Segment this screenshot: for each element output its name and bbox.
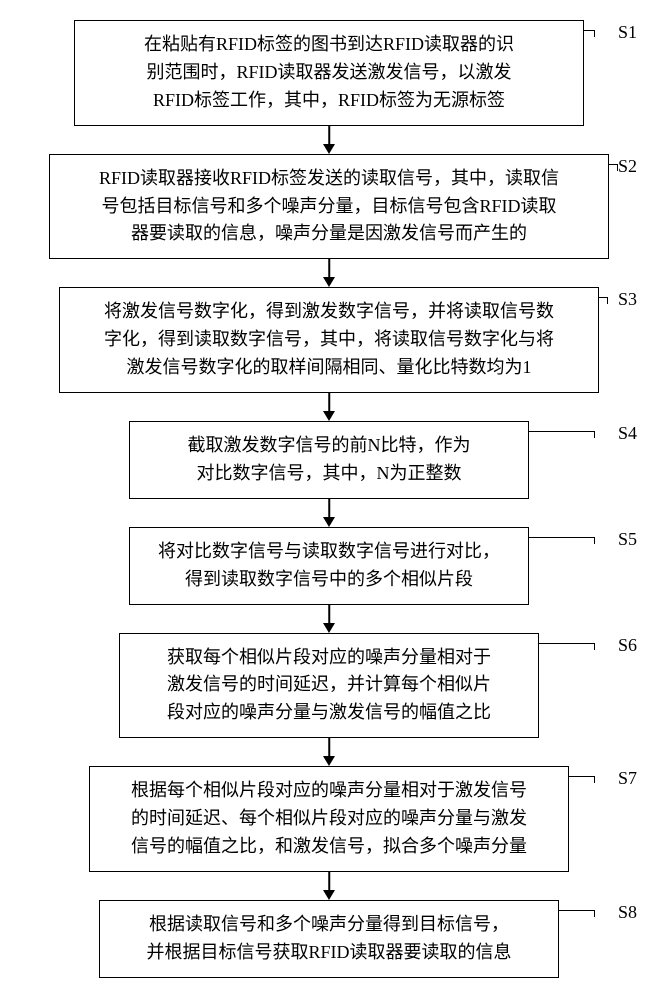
flow-step-line: 别范围时，RFID读取器发送激发信号，以激发 xyxy=(89,59,569,87)
label-connector xyxy=(599,297,608,304)
flow-step-label: S3 xyxy=(618,289,637,310)
flow-arrow xyxy=(20,126,638,154)
flow-step-label: S5 xyxy=(618,529,637,550)
flow-arrow xyxy=(20,605,638,633)
label-connector xyxy=(569,776,595,783)
flow-step-box: 将对比数字信号与读取数字信号进行对比，得到读取数字信号中的多个相似片段 xyxy=(129,527,529,605)
flow-step-box: 根据读取信号和多个噪声分量得到目标信号，并根据目标信号获取RFID读取器要读取的… xyxy=(99,900,559,978)
flow-step-line: RFID标签工作，其中，RFID标签为无源标签 xyxy=(89,87,569,115)
flow-step-line: RFID读取器接收RFID标签发送的读取信号，其中，读取信 xyxy=(64,165,594,193)
flow-step-line: 得到读取数字信号中的多个相似片段 xyxy=(144,566,514,594)
flow-step-line: 器要读取的信息，噪声分量是因激发信号而产生的 xyxy=(64,220,594,248)
flow-step-line: 将对比数字信号与读取数字信号进行对比， xyxy=(144,538,514,566)
flow-step-line: 对比数字信号，其中，N为正整数 xyxy=(144,460,514,488)
flow-step-label: S2 xyxy=(618,156,637,177)
flow-step-line: 在粘贴有RFID标签的图书到达RFID读取器的识 xyxy=(89,31,569,59)
flow-step-line: 截取激发数字信号的前N比特，作为 xyxy=(144,432,514,460)
flow-arrow xyxy=(20,872,638,900)
label-connector xyxy=(529,431,595,438)
flow-step-label: S8 xyxy=(618,902,637,923)
flow-step-line: 根据每个相似片段对应的噪声分量相对于激发信号 xyxy=(104,777,554,805)
flow-step-box: RFID读取器接收RFID标签发送的读取信号，其中，读取信号包括目标信号和多个噪… xyxy=(49,154,609,260)
flow-step-label: S7 xyxy=(618,768,637,789)
flow-arrow xyxy=(20,259,638,287)
flow-step-line: 激发信号的时间延迟，并计算每个相似片 xyxy=(134,671,524,699)
label-connector xyxy=(559,910,595,917)
flow-step-box: 根据每个相似片段对应的噪声分量相对于激发信号的时间延迟、每个相似片段对应的噪声分… xyxy=(89,766,569,872)
flow-arrow xyxy=(20,393,638,421)
label-connector xyxy=(584,30,595,37)
flow-step-label: S6 xyxy=(618,635,637,656)
flow-step-box: 截取激发数字信号的前N比特，作为对比数字信号，其中，N为正整数 xyxy=(129,421,529,499)
flow-step-line: 将激发信号数字化，得到激发数字信号，并将读取信号数 xyxy=(74,298,584,326)
flow-step-row: 在粘贴有RFID标签的图书到达RFID读取器的识别范围时，RFID读取器发送激发… xyxy=(20,20,638,126)
flow-step-box: 将激发信号数字化，得到激发数字信号，并将读取信号数字化，得到读取数字信号，其中，… xyxy=(59,287,599,393)
flow-step-row: RFID读取器接收RFID标签发送的读取信号，其中，读取信号包括目标信号和多个噪… xyxy=(20,154,638,260)
flow-step-row: 将对比数字信号与读取数字信号进行对比，得到读取数字信号中的多个相似片段 S5 xyxy=(20,527,638,605)
flow-step-label: S1 xyxy=(618,22,637,43)
flow-step-line: 根据读取信号和多个噪声分量得到目标信号， xyxy=(114,911,544,939)
flow-step-line: 号包括目标信号和多个噪声分量，目标信号包含RFID读取 xyxy=(64,193,594,221)
flow-step-line: 并根据目标信号获取RFID读取器要读取的信息 xyxy=(114,939,544,967)
flow-step-row: 获取每个相似片段对应的噪声分量相对于激发信号的时间延迟，并计算每个相似片段对应的… xyxy=(20,633,638,739)
flow-arrow xyxy=(20,738,638,766)
flow-step-box: 获取每个相似片段对应的噪声分量相对于激发信号的时间延迟，并计算每个相似片段对应的… xyxy=(119,633,539,739)
flowchart-container: 在粘贴有RFID标签的图书到达RFID读取器的识别范围时，RFID读取器发送激发… xyxy=(20,20,638,978)
flow-step-box: 在粘贴有RFID标签的图书到达RFID读取器的识别范围时，RFID读取器发送激发… xyxy=(74,20,584,126)
flow-step-row: 根据每个相似片段对应的噪声分量相对于激发信号的时间延迟、每个相似片段对应的噪声分… xyxy=(20,766,638,872)
flow-step-row: 根据读取信号和多个噪声分量得到目标信号，并根据目标信号获取RFID读取器要读取的… xyxy=(20,900,638,978)
flow-arrow xyxy=(20,499,638,527)
label-connector xyxy=(529,537,595,544)
flow-step-line: 信号的幅值之比，和激发信号，拟合多个噪声分量 xyxy=(104,833,554,861)
flow-step-line: 字化，得到读取数字信号，其中，将读取信号数字化与将 xyxy=(74,326,584,354)
label-connector xyxy=(609,164,618,171)
flow-step-row: 截取激发数字信号的前N比特，作为对比数字信号，其中，N为正整数 S4 xyxy=(20,421,638,499)
flow-step-line: 获取每个相似片段对应的噪声分量相对于 xyxy=(134,644,524,672)
flow-step-line: 段对应的噪声分量与激发信号的幅值之比 xyxy=(134,699,524,727)
flow-step-line: 激发信号数字化的取样间隔相同、量化比特数均为1 xyxy=(74,354,584,382)
flow-step-row: 将激发信号数字化，得到激发数字信号，并将读取信号数字化，得到读取数字信号，其中，… xyxy=(20,287,638,393)
label-connector xyxy=(539,643,595,650)
flow-step-label: S4 xyxy=(618,423,637,444)
flow-step-line: 的时间延迟、每个相似片段对应的噪声分量与激发 xyxy=(104,805,554,833)
